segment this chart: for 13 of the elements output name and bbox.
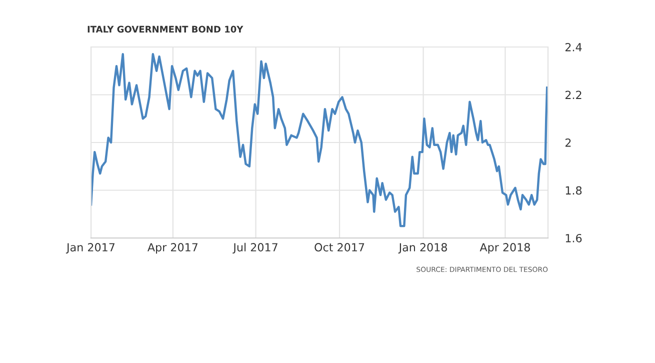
y-tick-label: 2.2: [565, 90, 582, 99]
x-tick-label: Jul 2017: [232, 242, 278, 254]
x-tick-label: Apr 2018: [480, 243, 530, 254]
y-tick-label: 1.8: [566, 186, 582, 195]
x-tick-label: Oct 2017: [314, 243, 364, 252]
y-tick-label: 2.4: [565, 42, 582, 52]
y-tick-label: 1.6: [566, 234, 582, 242]
x-tick-label: Jan 2018: [398, 243, 447, 254]
chart-title: ITALY GOVERNMENT BOND 10Y: [88, 26, 244, 33]
line-series: [91, 53, 548, 228]
y-tick-label: 2: [565, 138, 571, 147]
x-tick-label: Jan 2017: [66, 243, 115, 254]
x-tick-label: Apr 2017: [148, 243, 198, 254]
